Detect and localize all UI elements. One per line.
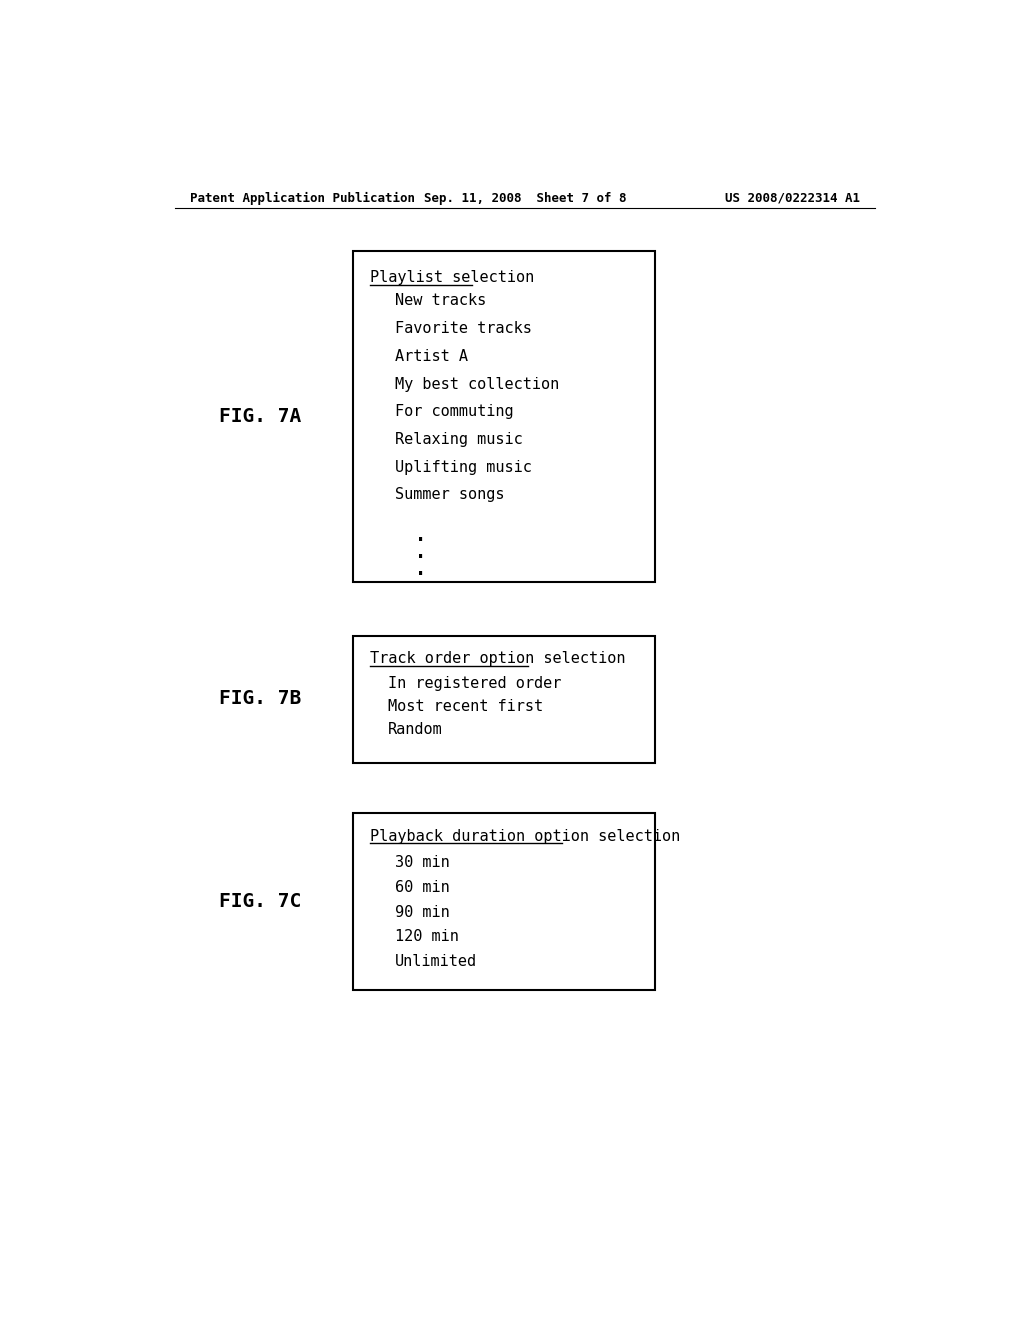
Text: .: . <box>414 556 428 579</box>
Text: US 2008/0222314 A1: US 2008/0222314 A1 <box>725 191 859 205</box>
Text: 120 min: 120 min <box>395 929 459 944</box>
Text: Favorite tracks: Favorite tracks <box>395 321 532 337</box>
FancyBboxPatch shape <box>352 251 655 582</box>
Text: Playback duration option selection: Playback duration option selection <box>370 829 680 843</box>
Text: In registered order: In registered order <box>388 676 561 692</box>
Text: Track order option selection: Track order option selection <box>370 651 626 667</box>
Text: Playlist selection: Playlist selection <box>370 271 535 285</box>
Text: My best collection: My best collection <box>395 376 560 392</box>
Text: 90 min: 90 min <box>395 904 451 920</box>
Text: Patent Application Publication: Patent Application Publication <box>190 191 415 205</box>
Text: Summer songs: Summer songs <box>395 487 505 503</box>
Text: Most recent first: Most recent first <box>388 700 543 714</box>
Text: Random: Random <box>388 722 442 738</box>
Text: FIG. 7A: FIG. 7A <box>219 407 301 426</box>
Text: FIG. 7B: FIG. 7B <box>219 689 301 709</box>
Text: New tracks: New tracks <box>395 293 486 309</box>
Text: Sep. 11, 2008  Sheet 7 of 8: Sep. 11, 2008 Sheet 7 of 8 <box>424 191 626 205</box>
Text: .: . <box>414 523 428 546</box>
Text: FIG. 7C: FIG. 7C <box>219 892 301 911</box>
FancyBboxPatch shape <box>352 636 655 763</box>
Text: For commuting: For commuting <box>395 404 514 420</box>
Text: 60 min: 60 min <box>395 880 451 895</box>
Text: Artist A: Artist A <box>395 348 468 364</box>
Text: Relaxing music: Relaxing music <box>395 432 523 447</box>
Text: 30 min: 30 min <box>395 855 451 870</box>
FancyBboxPatch shape <box>352 813 655 990</box>
Text: .: . <box>414 539 428 564</box>
Text: Uplifting music: Uplifting music <box>395 459 532 475</box>
Text: Unlimited: Unlimited <box>395 954 477 969</box>
